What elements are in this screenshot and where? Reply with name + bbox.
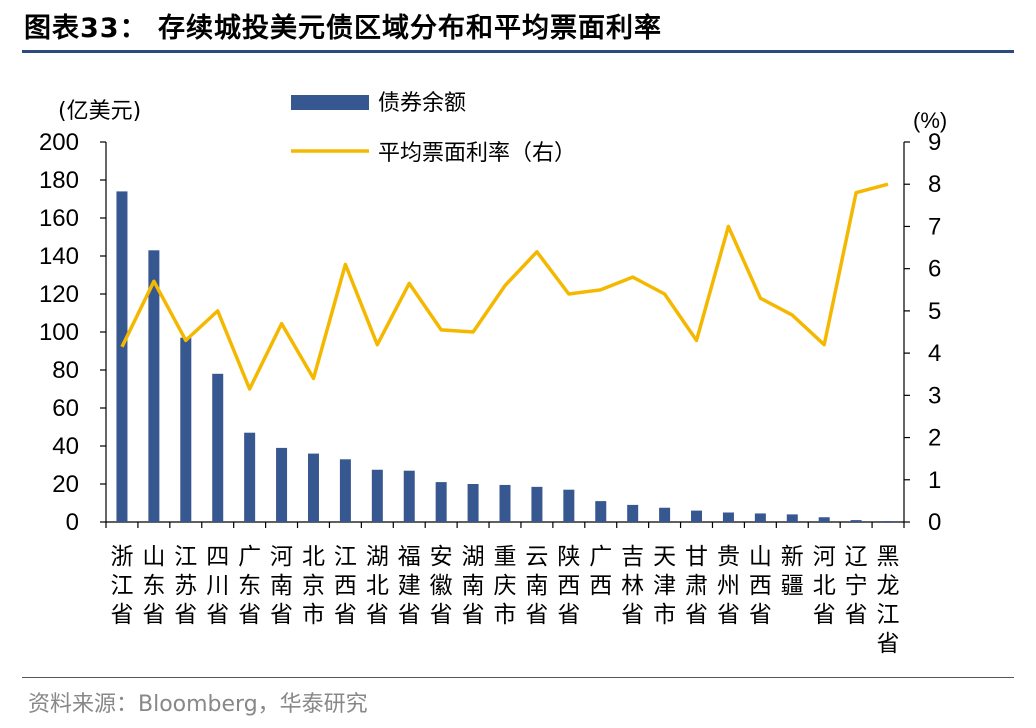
right-tick-label: 7: [928, 213, 941, 240]
right-axis-unit: (%): [913, 108, 947, 133]
category-label: 湖北省: [366, 544, 389, 628]
category-label: 江苏省: [174, 544, 197, 628]
bar: [563, 489, 575, 522]
bar: [754, 513, 766, 522]
right-tick-label: 8: [928, 171, 941, 198]
category-label: 山西省: [749, 544, 772, 628]
right-tick-label: 3: [928, 382, 941, 409]
category-label: 吉林省: [621, 544, 644, 628]
legend-line-label: 平均票面利率（右）: [378, 141, 576, 166]
left-tick-label: 80: [52, 357, 79, 384]
category-label: 福建省: [398, 544, 421, 628]
bar: [403, 470, 415, 522]
category-label: 广西: [589, 544, 612, 599]
left-tick-label: 140: [39, 243, 79, 270]
category-labels: 浙江省山东省江苏省四川省广东省河南省北京市江西省湖北省福建省安徽省湖南省重庆市云…: [110, 544, 899, 657]
category-label: 云南省: [525, 544, 548, 628]
rate-line: [120, 182, 889, 391]
line-series: [120, 182, 889, 391]
legend: 债券余额 平均票面利率（右）: [291, 91, 576, 166]
legend-bar-swatch: [291, 95, 369, 110]
bar: [467, 484, 479, 522]
right-tick-label: 6: [928, 256, 941, 283]
source-note: 资料来源：Bloomberg，华泰研究: [28, 692, 368, 717]
category-label: 贵州省: [717, 544, 740, 628]
category-label: 广东省: [238, 544, 261, 628]
category-label: 辽宁省: [845, 544, 868, 628]
bar-series: [116, 191, 894, 523]
category-label: 河北省: [813, 544, 836, 628]
legend-bar-label: 债券余额: [378, 91, 466, 116]
left-tick-label: 200: [39, 129, 79, 156]
bar: [595, 501, 607, 522]
chart-canvas: 0 20 40 60 80 100 120 140 160 180 200 0 1 2 3 4 5 6 7 8 9 浙江…: [39, 91, 947, 657]
category-label: 江西省: [334, 544, 357, 628]
bar: [531, 486, 543, 522]
left-tick-label: 160: [39, 205, 79, 232]
axes: 0 20 40 60 80 100 120 140 160 180 200 0 1 2 3 4 5 6 7 8 9: [39, 129, 941, 536]
left-tick-label: 120: [39, 281, 79, 308]
chart-title: 图表33： 存续城投美元债区域分布和平均票面利率: [24, 13, 662, 44]
left-tick-label: 60: [52, 395, 79, 422]
bar: [818, 517, 830, 522]
right-tick-label: 1: [928, 467, 941, 494]
left-tick-label: 100: [39, 319, 79, 346]
footer-rule: [22, 677, 1014, 678]
bar: [499, 484, 511, 522]
right-tick-label: 0: [928, 509, 941, 536]
category-label: 甘肃省: [685, 544, 708, 628]
category-label: 新疆: [781, 544, 804, 599]
bar: [148, 250, 160, 523]
category-label: 北京市: [302, 544, 325, 628]
bar: [691, 510, 703, 522]
bar: [722, 512, 734, 522]
left-tick-label: 40: [52, 433, 79, 460]
bar: [339, 459, 351, 522]
category-label: 河南省: [270, 544, 293, 628]
bar: [244, 432, 256, 522]
bar: [212, 373, 224, 522]
bar: [882, 521, 894, 522]
category-label: 浙江省: [110, 544, 133, 628]
left-tick-label: 0: [66, 509, 79, 536]
bar: [786, 514, 798, 522]
right-tick-label: 9: [928, 129, 941, 156]
left-tick-label: 20: [52, 471, 79, 498]
category-label: 安徽省: [430, 544, 453, 628]
left-tick-label: 180: [39, 167, 79, 194]
right-tick-label: 2: [928, 425, 941, 452]
category-label: 黑龙江省: [877, 544, 900, 657]
category-label: 湖南省: [462, 544, 485, 628]
category-label: 山东省: [142, 544, 165, 628]
bar: [627, 504, 639, 522]
bar: [435, 482, 447, 522]
title-rule: [22, 50, 1014, 53]
category-label: 四川省: [206, 544, 229, 628]
bar: [307, 453, 319, 522]
left-axis-unit: (亿美元): [58, 99, 141, 124]
category-label: 陕西省: [557, 544, 580, 628]
bar: [276, 447, 288, 522]
bar: [371, 469, 383, 522]
bar: [116, 191, 128, 522]
category-label: 天津市: [653, 544, 676, 628]
bar: [659, 507, 671, 522]
bar: [180, 337, 192, 522]
right-tick-label: 4: [928, 340, 941, 367]
category-label: 重庆市: [494, 544, 517, 628]
right-tick-label: 5: [928, 298, 941, 325]
bar: [850, 520, 862, 522]
